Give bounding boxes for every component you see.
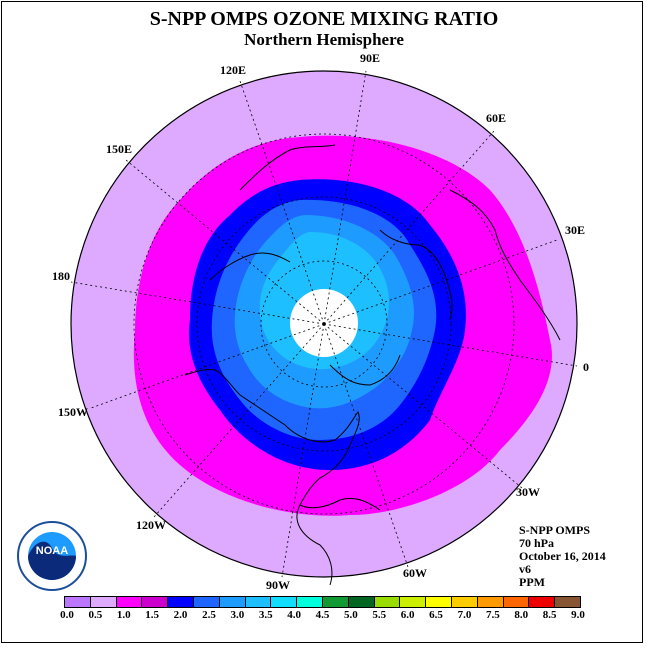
colorbar-tick-labels: 0.0 0.5 1.0 1.5 2.0 2.5 3.0 3.5 4.0 4.5 5.0 5.5 6.0 6… <box>0 609 648 625</box>
alaska-coast <box>184 369 241 396</box>
latitude-circle-50 <box>196 196 452 452</box>
colorbar-tick-label: 0.5 <box>88 609 103 621</box>
colorbar-tick-label: 4.0 <box>287 609 301 621</box>
lon-label-60w: 60W <box>403 566 427 580</box>
colorbar-tick-label: 1.0 <box>116 609 131 621</box>
coastlines <box>184 144 561 586</box>
colorbar-segment <box>451 597 478 607</box>
gulf-coast <box>299 497 381 511</box>
colorbar-tick-label: 5.5 <box>372 609 387 621</box>
colorbar <box>64 596 581 608</box>
lon-label-0: 0 <box>583 360 589 374</box>
noaa-logo: NOAA <box>17 521 87 591</box>
asia-east-coast <box>239 144 336 191</box>
colorbar-segment <box>142 597 169 607</box>
siberia-coast <box>209 252 291 281</box>
info-date: October 16, 2014 <box>519 549 606 563</box>
colorbar-tick-label: 7.0 <box>457 609 472 621</box>
colorbar-tick-label: 6.5 <box>429 609 443 621</box>
info-block: S-NPP OMPS 70 hPa October 16, 2014 v6 PP… <box>519 524 606 589</box>
colorbar-segment <box>116 597 143 607</box>
colorbar-segment <box>193 597 220 607</box>
lon-label-180: 180 <box>52 269 70 283</box>
meridian-30e <box>323 239 558 325</box>
colorbar-segment <box>322 597 349 607</box>
lon-label-30e: 30E <box>565 223 586 237</box>
colorbar-tick-label: 4.5 <box>315 609 330 621</box>
colorbar-segment <box>426 597 452 607</box>
figure-subtitle: Northern Hemisphere <box>244 30 404 49</box>
colorbar-tick-label: 2.0 <box>173 609 188 621</box>
greenland-coast <box>329 354 401 386</box>
north-america-coast <box>239 394 360 586</box>
lon-label-90e: 90E <box>360 51 381 65</box>
figure-title: S-NPP OMPS OZONE MIXING RATIO <box>149 8 499 30</box>
colorbar-tick-label: 5.0 <box>344 609 358 621</box>
lon-label-90w: 90W <box>266 578 290 592</box>
colorbar-tick-label: 2.5 <box>202 609 216 621</box>
lon-label-150w: 150W <box>58 405 88 419</box>
lon-label-60e: 60E <box>486 111 507 125</box>
colorbar-tick-label: 9.0 <box>571 609 585 621</box>
colorbar-tick-label: 8.0 <box>514 609 529 621</box>
latitude-circle-30 <box>133 133 515 515</box>
globe-outline <box>70 70 578 578</box>
colorbar-segment <box>348 597 375 607</box>
logo-wave <box>28 541 76 580</box>
meridian-150w <box>90 323 325 409</box>
colorbar-segment <box>219 597 246 607</box>
colorbar-segment <box>477 597 504 607</box>
colorbar-segment <box>245 597 272 607</box>
latitude-circle-70 <box>260 260 388 388</box>
colorbar-segment <box>529 597 556 607</box>
lon-label-120e: 120E <box>220 63 247 77</box>
lon-label-150e: 150E <box>106 142 133 156</box>
colorbar-tick-label: 0.0 <box>60 609 74 621</box>
info-instrument: S-NPP OMPS <box>519 523 590 537</box>
colorbar-segment <box>400 597 427 607</box>
colorbar-segment <box>65 597 91 607</box>
info-units: PPM <box>519 575 545 589</box>
colorbar-segment <box>555 597 580 607</box>
colorbar-segment <box>374 597 401 607</box>
europe-coast <box>379 229 453 321</box>
colorbar-segment <box>503 597 530 607</box>
colorbar-segment <box>168 597 194 607</box>
colorbar-tick-label: 3.0 <box>230 609 245 621</box>
colorbar-segment <box>271 597 298 607</box>
colorbar-segment <box>297 597 323 607</box>
lon-label-120w: 120W <box>136 518 166 532</box>
colorbar-tick-label: 3.5 <box>258 609 273 621</box>
info-version: v6 <box>519 562 531 576</box>
info-level: 70 hPa <box>519 536 555 550</box>
graticule <box>70 70 578 578</box>
asia-west-coast <box>449 189 561 341</box>
colorbar-tick-label: 7.5 <box>485 609 500 621</box>
colorbar-tick-label: 1.5 <box>145 609 160 621</box>
colorbar-tick-label: 6.0 <box>400 609 415 621</box>
logo-text: NOAA <box>36 545 68 557</box>
lon-label-30w: 30W <box>516 485 540 499</box>
colorbar-tick-label: 8.5 <box>542 609 557 621</box>
colorbar-segment <box>90 597 117 607</box>
